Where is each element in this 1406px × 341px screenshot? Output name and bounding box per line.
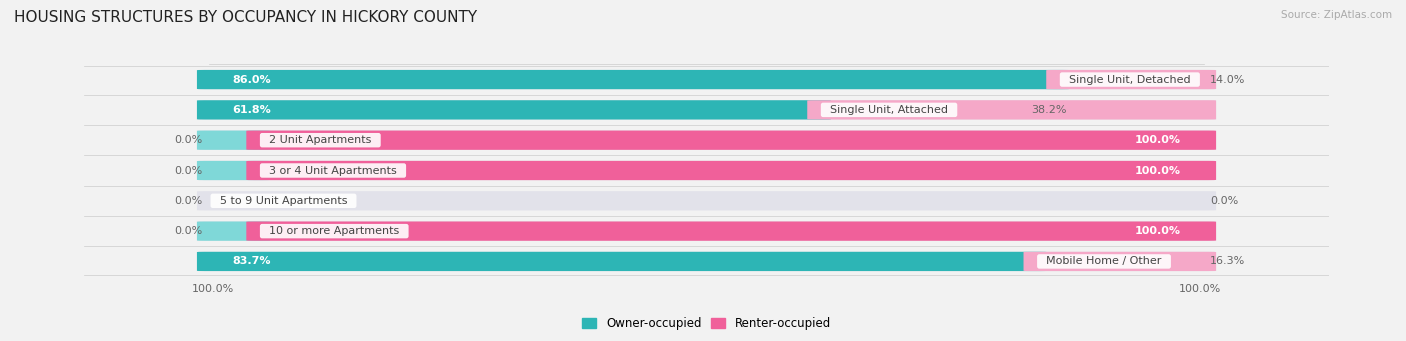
FancyBboxPatch shape <box>246 161 1216 180</box>
Text: 14.0%: 14.0% <box>1211 75 1246 85</box>
Text: Mobile Home / Other: Mobile Home / Other <box>1039 256 1168 266</box>
FancyBboxPatch shape <box>246 131 1216 150</box>
Text: 0.0%: 0.0% <box>1211 196 1239 206</box>
Text: Source: ZipAtlas.com: Source: ZipAtlas.com <box>1281 10 1392 20</box>
FancyBboxPatch shape <box>807 100 1216 119</box>
FancyBboxPatch shape <box>197 100 1216 119</box>
FancyBboxPatch shape <box>197 70 1216 89</box>
FancyBboxPatch shape <box>197 222 1216 241</box>
Text: Single Unit, Attached: Single Unit, Attached <box>823 105 955 115</box>
Text: 0.0%: 0.0% <box>174 165 202 176</box>
Text: 86.0%: 86.0% <box>232 75 271 85</box>
FancyBboxPatch shape <box>197 161 270 180</box>
Text: 3 or 4 Unit Apartments: 3 or 4 Unit Apartments <box>262 165 404 176</box>
FancyBboxPatch shape <box>197 100 831 119</box>
Text: 100.0%: 100.0% <box>1135 135 1181 145</box>
Text: 38.2%: 38.2% <box>1032 105 1067 115</box>
FancyBboxPatch shape <box>197 70 1070 89</box>
FancyBboxPatch shape <box>197 131 1216 150</box>
FancyBboxPatch shape <box>197 252 1216 271</box>
FancyBboxPatch shape <box>1046 70 1216 89</box>
Text: 2 Unit Apartments: 2 Unit Apartments <box>262 135 378 145</box>
Text: 0.0%: 0.0% <box>174 196 202 206</box>
FancyBboxPatch shape <box>197 131 270 150</box>
Text: 61.8%: 61.8% <box>232 105 271 115</box>
Text: 100.0%: 100.0% <box>1135 165 1181 176</box>
FancyBboxPatch shape <box>197 222 270 241</box>
Text: 83.7%: 83.7% <box>232 256 271 266</box>
Text: 5 to 9 Unit Apartments: 5 to 9 Unit Apartments <box>212 196 354 206</box>
Legend: Owner-occupied, Renter-occupied: Owner-occupied, Renter-occupied <box>578 312 835 335</box>
FancyBboxPatch shape <box>197 252 1047 271</box>
FancyBboxPatch shape <box>197 161 1216 180</box>
FancyBboxPatch shape <box>1024 252 1216 271</box>
Text: 10 or more Apartments: 10 or more Apartments <box>262 226 406 236</box>
FancyBboxPatch shape <box>197 191 1216 210</box>
Text: HOUSING STRUCTURES BY OCCUPANCY IN HICKORY COUNTY: HOUSING STRUCTURES BY OCCUPANCY IN HICKO… <box>14 10 477 25</box>
Text: 0.0%: 0.0% <box>174 226 202 236</box>
Text: 16.3%: 16.3% <box>1211 256 1246 266</box>
FancyBboxPatch shape <box>246 222 1216 241</box>
Text: 100.0%: 100.0% <box>1135 226 1181 236</box>
Text: Single Unit, Detached: Single Unit, Detached <box>1062 75 1198 85</box>
Text: 0.0%: 0.0% <box>174 135 202 145</box>
